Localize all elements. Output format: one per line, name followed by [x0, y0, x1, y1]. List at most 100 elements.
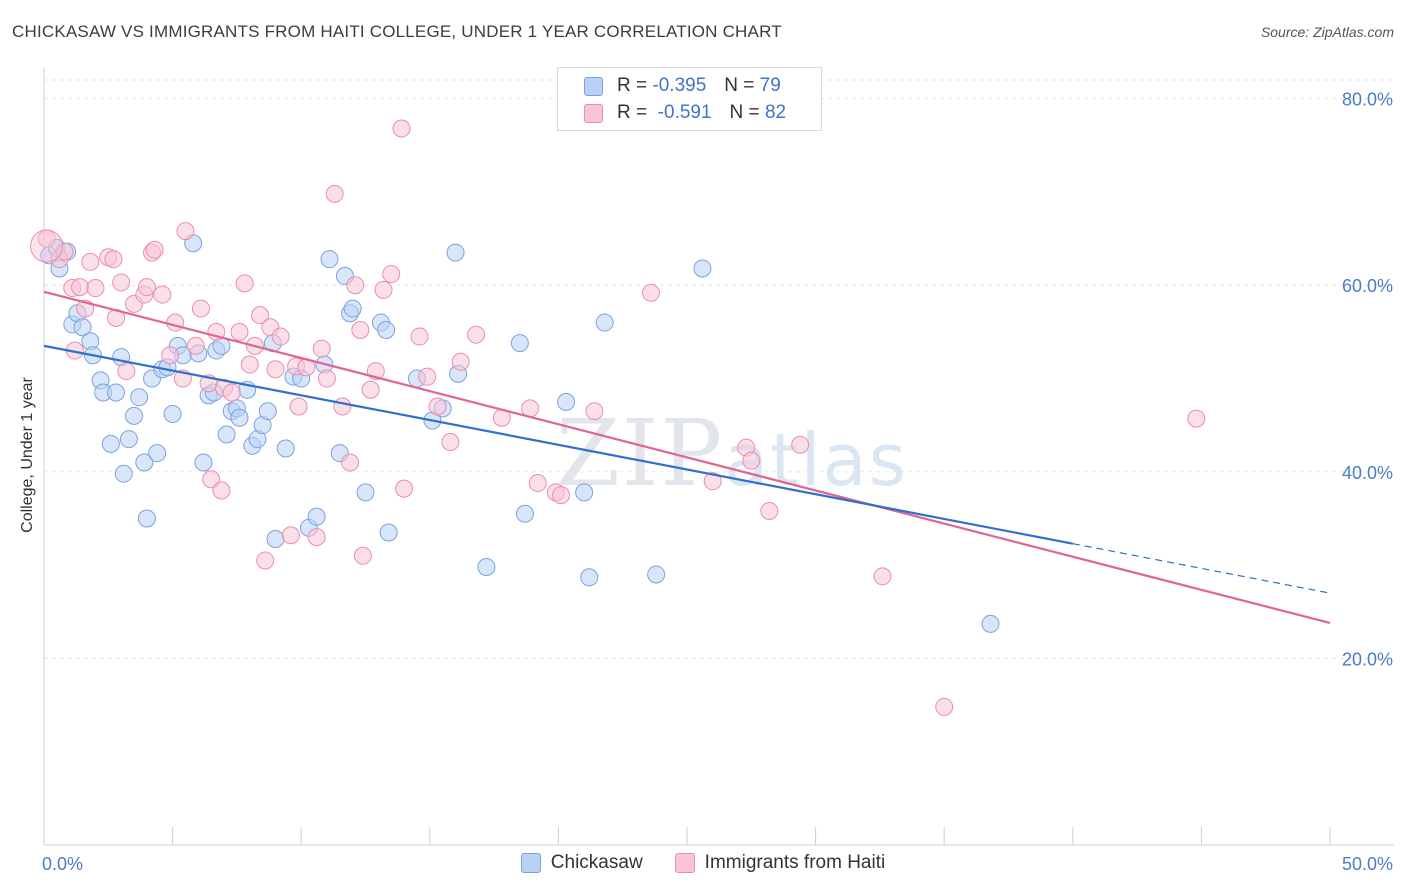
chickasaw-point — [130, 388, 149, 407]
haiti-point — [104, 250, 123, 269]
haiti-point — [222, 383, 241, 402]
x-tick-label: 50.0% — [1342, 854, 1393, 874]
legend-row-haiti: R = -0.591 N = 82 — [584, 99, 786, 127]
legend-n-label: N = — [724, 75, 755, 96]
y-tick-label: 20.0% — [1342, 649, 1393, 669]
haiti-point — [333, 397, 352, 416]
series-swatch-haiti — [674, 853, 695, 873]
legend-row-chickasaw: R = -0.395 N = 79 — [584, 72, 781, 100]
legend-n-label: N = — [729, 102, 760, 123]
haiti-point — [145, 240, 164, 259]
series-legend-chickasaw: Chickasaw — [520, 852, 643, 874]
haiti-point — [346, 276, 365, 295]
haiti-point — [117, 362, 136, 381]
chickasaw-point — [515, 504, 534, 523]
haiti-point — [317, 369, 336, 388]
series-swatch-chickasaw — [520, 853, 541, 873]
chickasaw-point — [307, 507, 326, 526]
series-legend: Chickasaw Immigrants from Haiti — [0, 852, 1406, 874]
chickasaw-point — [101, 434, 120, 453]
haiti-point — [186, 336, 205, 355]
source-label: Source: ZipAtlas.com — [1260, 24, 1394, 40]
haiti-point — [153, 285, 172, 304]
chickasaw-trend-extension — [1072, 543, 1331, 594]
haiti-point — [441, 432, 460, 451]
legend-r-value: -0.395 — [652, 75, 707, 96]
haiti-point — [230, 322, 249, 341]
tick-labels: 20.0% 40.0% 60.0% 80.0% 0.0% 50.0% — [42, 90, 1393, 874]
haiti-point — [312, 339, 331, 358]
haiti-point — [235, 274, 254, 293]
haiti-point — [392, 119, 411, 138]
chickasaw-point — [258, 402, 277, 421]
legend-r-value: -0.591 — [657, 102, 712, 123]
chickasaw-point — [135, 453, 154, 472]
haiti-point — [791, 435, 810, 454]
haiti-point — [585, 402, 604, 421]
y-tick-label: 40.0% — [1342, 463, 1393, 483]
haiti-trend-line — [43, 290, 1331, 625]
haiti-point — [325, 184, 344, 203]
haiti-point — [166, 313, 185, 332]
haiti-point — [410, 327, 429, 346]
chickasaw-point — [125, 406, 144, 425]
chickasaw-point — [647, 565, 666, 584]
y-axis-label: College, Under 1 year — [19, 377, 36, 533]
chickasaw-point — [163, 404, 182, 423]
legend-swatch-chickasaw — [584, 76, 603, 96]
haiti-point — [271, 327, 290, 346]
chickasaw-point — [446, 243, 465, 262]
axes — [43, 68, 1394, 846]
chickasaw-point — [693, 259, 712, 278]
legend-r-label: R = — [617, 75, 648, 96]
chickasaw-point — [119, 430, 138, 449]
haiti-point — [351, 321, 370, 340]
chickasaw-points — [40, 234, 1000, 633]
legend-swatch-haiti — [584, 103, 603, 123]
chickasaw-point — [276, 439, 295, 458]
haiti-point — [428, 397, 447, 416]
haiti-point — [137, 278, 156, 297]
y-tick-label: 60.0% — [1342, 276, 1393, 296]
series-name-chickasaw: Chickasaw — [550, 852, 643, 873]
haiti-points — [30, 119, 1206, 716]
haiti-point — [418, 367, 437, 386]
haiti-point — [71, 278, 90, 297]
haiti-point — [742, 451, 761, 470]
chickasaw-point — [148, 444, 167, 463]
chickasaw-point — [194, 453, 213, 472]
chickasaw-point — [379, 523, 398, 542]
haiti-point — [451, 352, 470, 371]
haiti-point — [289, 397, 308, 416]
haiti-point — [528, 474, 547, 493]
haiti-point — [935, 697, 954, 716]
chickasaw-point — [477, 557, 496, 576]
haiti-point — [873, 567, 892, 586]
haiti-point — [1187, 409, 1206, 428]
chickasaw-point — [137, 509, 156, 528]
haiti-point — [240, 355, 259, 374]
haiti-point — [112, 273, 131, 292]
haiti-point — [202, 470, 221, 489]
chart-title: CHICKASAW VS IMMIGRANTS FROM HAITI COLLE… — [12, 22, 782, 41]
chickasaw-point — [356, 483, 375, 502]
chickasaw-point — [575, 483, 594, 502]
haiti-point — [353, 546, 372, 565]
stats-legend: R = -0.395 N = 79 R = -0.591 N = 82 — [557, 67, 822, 131]
series-name-haiti: Immigrants from Haiti — [704, 852, 886, 873]
haiti-point — [256, 551, 275, 570]
haiti-point — [361, 380, 380, 399]
chickasaw-point — [107, 383, 126, 402]
chickasaw-point — [510, 334, 529, 353]
haiti-point — [176, 222, 195, 241]
haiti-point — [251, 306, 270, 325]
chickasaw-point — [580, 568, 599, 587]
haiti-point — [266, 360, 285, 379]
haiti-point — [760, 502, 779, 521]
haiti-point — [86, 279, 105, 298]
chickasaw-point — [320, 250, 339, 269]
chickasaw-point — [557, 392, 576, 411]
haiti-point-large — [30, 229, 64, 263]
haiti-point — [551, 486, 570, 505]
